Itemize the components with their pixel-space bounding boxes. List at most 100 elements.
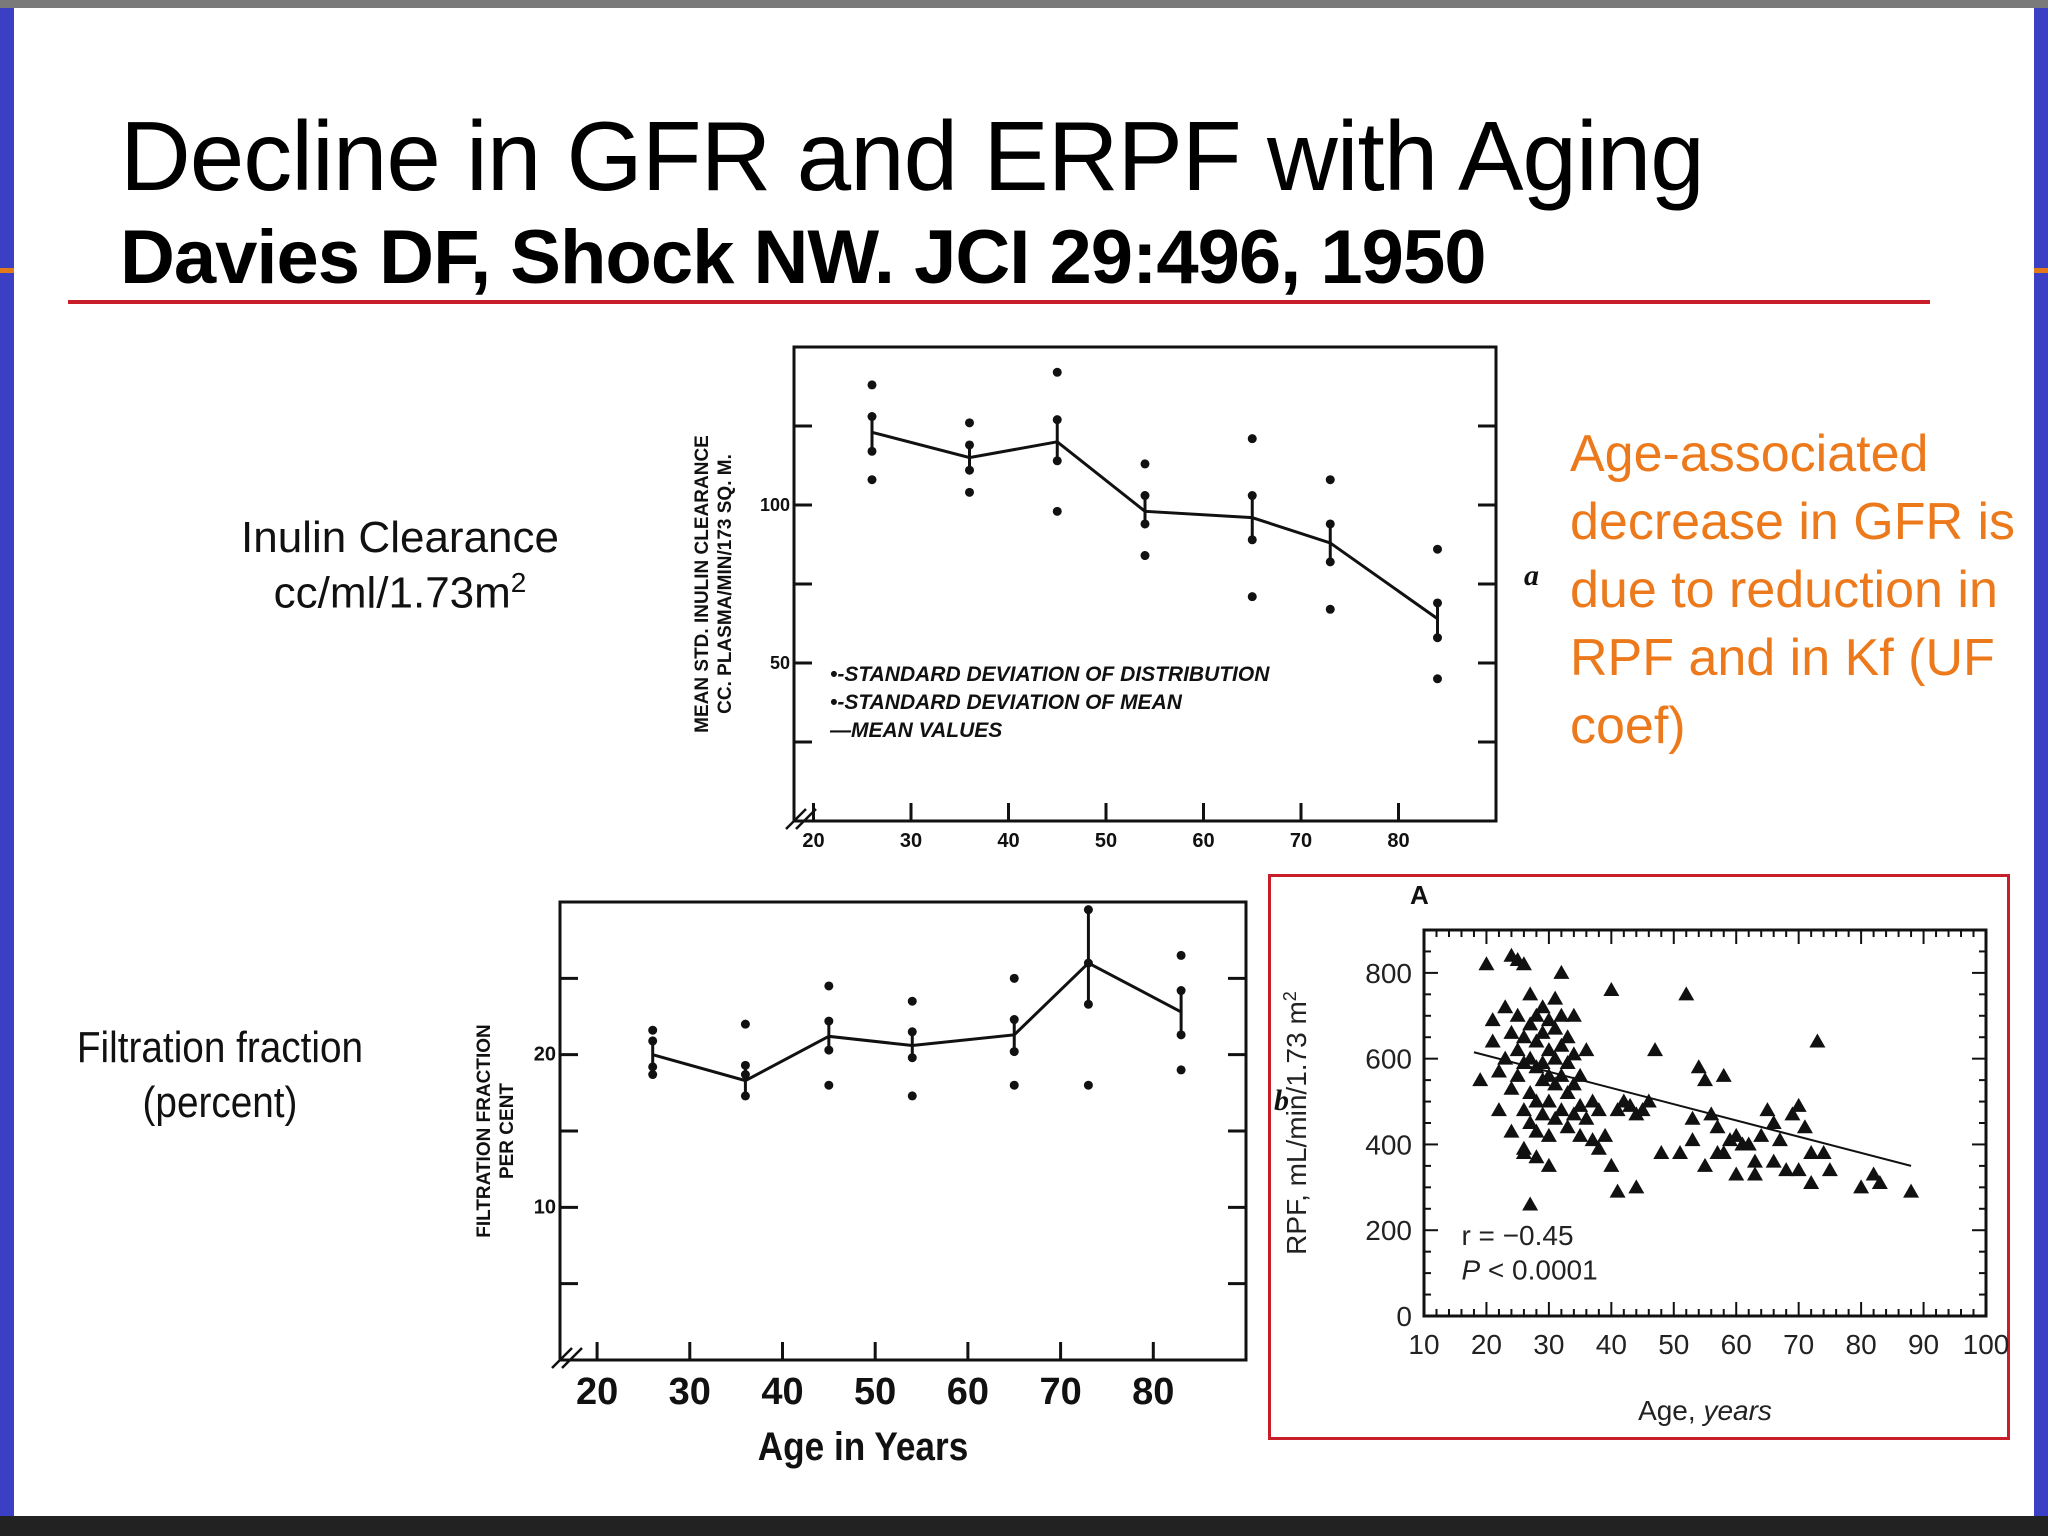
sem-dot [648, 1036, 658, 1046]
mean-line [652, 961, 1182, 1083]
scatter-point [1503, 1024, 1520, 1039]
scatter-point [1746, 1153, 1763, 1168]
scatter-point [1865, 1166, 1882, 1181]
x-tick-label: 40 [997, 830, 1019, 852]
scatter-point [1653, 1145, 1670, 1160]
sd-dot [867, 475, 877, 485]
sd-dot [1325, 604, 1335, 614]
window-bottom-bar [0, 1516, 2048, 1536]
scatter-point [1540, 1093, 1557, 1108]
sem-dot [965, 465, 974, 475]
x-tick-label: 80 [1132, 1371, 1174, 1413]
scatter-point [1547, 1020, 1564, 1035]
sem-dot [824, 1016, 834, 1026]
x-tick-label: 80 [1387, 830, 1409, 852]
scatter-point [1503, 947, 1520, 962]
scatter-point [1603, 982, 1620, 997]
left-accent-mark [0, 268, 14, 273]
scatter-point [1565, 1076, 1582, 1091]
panel-letter: A [1410, 880, 1429, 910]
orange-note: Age-associated decrease in GFR is due to… [1570, 425, 2016, 755]
scatter-point [1484, 1033, 1501, 1048]
scatter-point [1497, 1050, 1514, 1065]
sd-dot [965, 487, 974, 497]
sem-dot [1009, 1047, 1019, 1057]
scatter-point [1547, 1110, 1564, 1125]
sem-dot [867, 446, 877, 456]
scatter-point [1784, 1106, 1801, 1121]
sd-dot [1052, 506, 1062, 516]
y-tick-label: 50 [770, 653, 790, 673]
sem-dot [740, 1060, 750, 1070]
x-tick-label: 50 [1095, 830, 1117, 852]
axis-break-mark [551, 1347, 583, 1369]
x-tick-label: 20 [1471, 1329, 1502, 1360]
inulin-label-line2: cc/ml/1.73m2 [200, 565, 600, 621]
scatter-point [1534, 1024, 1551, 1039]
x-tick-label: 100 [1963, 1329, 2010, 1360]
scatter-point [1528, 1007, 1545, 1022]
y-tick-label: 800 [1365, 958, 1412, 989]
y-tick-label: 0 [1396, 1301, 1412, 1332]
inulin-label-sup: 2 [510, 567, 527, 598]
scatter-point [1678, 986, 1695, 1001]
scatter-point [1603, 1157, 1620, 1172]
scatter-point [1522, 1196, 1539, 1211]
sd-dot [907, 1091, 917, 1101]
annotation-p-symbol: P [1461, 1255, 1480, 1286]
sem-dot [907, 1027, 917, 1037]
scatter-point [1553, 1037, 1570, 1052]
scatter-point [1547, 990, 1564, 1005]
x-tick-label: 60 [1192, 830, 1214, 852]
scatter-point [1528, 1149, 1545, 1164]
scatter-point [1578, 1042, 1595, 1057]
sd-dot [740, 1019, 750, 1029]
scatter-point [1540, 1157, 1557, 1172]
scatter-point [1553, 1102, 1570, 1117]
scatter-point [1697, 1072, 1713, 1087]
x-axis-label-unit: years [1701, 1395, 1771, 1426]
sem-dot [1083, 999, 1093, 1009]
scatter-point [1597, 1127, 1614, 1142]
scatter-point [1534, 999, 1551, 1014]
sd-dot [1009, 973, 1019, 983]
right-accent-mark [2034, 268, 2048, 273]
scatter-point [1484, 1012, 1501, 1027]
sd-dot [1247, 434, 1257, 444]
mean-line [871, 430, 1439, 620]
sem-dot [1247, 535, 1257, 545]
sem-dot [965, 440, 974, 450]
x-tick-label: 40 [1596, 1329, 1627, 1360]
y-axis-label-sup: 2 [1280, 991, 1300, 1001]
sem-dot [1325, 557, 1335, 567]
x-axis-label: Age, years [1638, 1395, 1772, 1426]
sd-dot [1083, 1080, 1093, 1090]
sd-dot [867, 380, 877, 390]
x-axis-label: Age in Years [758, 1424, 969, 1469]
scatter-point [1572, 1097, 1589, 1112]
scatter-point [1472, 1072, 1489, 1087]
x-tick-label: 50 [1658, 1329, 1689, 1360]
scatter-point [1553, 1067, 1570, 1082]
scatter-point [1684, 1132, 1701, 1147]
scatter-point [1534, 1106, 1551, 1121]
scatter-point [1547, 1050, 1564, 1065]
scatter-point [1522, 1016, 1539, 1031]
scatter-point [1540, 1012, 1557, 1027]
sd-dot [965, 418, 974, 428]
scatter-point [1697, 1157, 1713, 1172]
scatter-point [1771, 1132, 1788, 1147]
sd-dot [1009, 1080, 1019, 1090]
scatter-point [1609, 1102, 1626, 1117]
scatter-point [1509, 1007, 1526, 1022]
scatter-point [1640, 1093, 1657, 1108]
scatter-point [1584, 1093, 1601, 1108]
legend-entry: •-STANDARD DEVIATION OF DISTRIBUTION [830, 663, 1270, 686]
scatter-point [1728, 1127, 1745, 1142]
x-tick-label: 30 [669, 1371, 711, 1413]
x-tick-label: 30 [1533, 1329, 1564, 1360]
scatter-point [1528, 1033, 1545, 1048]
inulin-label-line1: Inulin Clearance [241, 513, 559, 562]
rpf-chart-frame [1268, 874, 2010, 1440]
sd-dot [1325, 475, 1335, 485]
